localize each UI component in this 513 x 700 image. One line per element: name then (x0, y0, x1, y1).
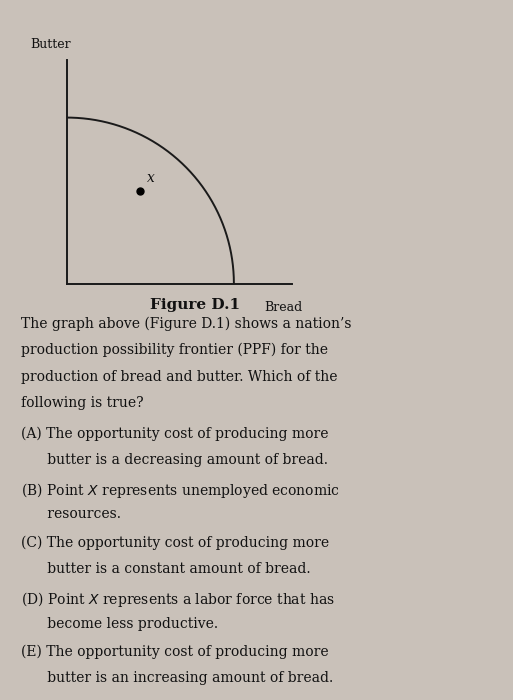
Text: butter is an increasing amount of bread.: butter is an increasing amount of bread. (21, 671, 333, 685)
Text: (B) Point $X$ represents unemployed economic: (B) Point $X$ represents unemployed econ… (21, 481, 340, 500)
Text: x: x (147, 172, 155, 186)
Text: production possibility frontier (PPF) for the: production possibility frontier (PPF) fo… (21, 343, 327, 358)
Text: butter is a decreasing amount of bread.: butter is a decreasing amount of bread. (21, 453, 327, 467)
Text: Bread: Bread (264, 301, 303, 314)
Text: (E) The opportunity cost of producing more: (E) The opportunity cost of producing mo… (21, 645, 328, 659)
Text: (D) Point $X$ represents a labor force that has: (D) Point $X$ represents a labor force t… (21, 590, 334, 609)
Text: The graph above (Figure D.1) shows a nation’s: The graph above (Figure D.1) shows a nat… (21, 316, 351, 331)
Text: following is true?: following is true? (21, 396, 143, 410)
Text: (A) The opportunity cost of producing more: (A) The opportunity cost of producing mo… (21, 426, 328, 441)
Text: production of bread and butter. Which of the: production of bread and butter. Which of… (21, 370, 337, 384)
Text: resources.: resources. (21, 508, 121, 522)
Text: become less productive.: become less productive. (21, 617, 218, 631)
Text: Figure D.1: Figure D.1 (150, 298, 240, 312)
Text: butter is a constant amount of bread.: butter is a constant amount of bread. (21, 562, 310, 576)
Text: (C) The opportunity cost of producing more: (C) The opportunity cost of producing mo… (21, 536, 329, 550)
Text: Butter: Butter (31, 38, 71, 51)
